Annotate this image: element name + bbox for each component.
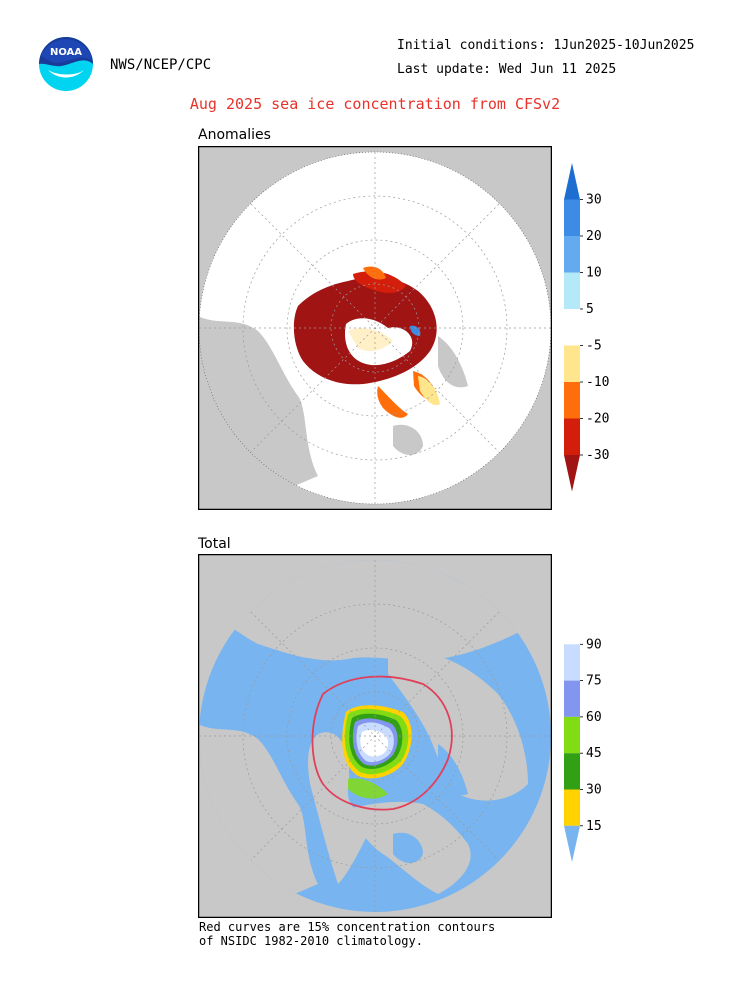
anomaly-light-yellow: [348, 328, 393, 352]
colorbar-label-anom-7: -30: [586, 448, 609, 463]
colorbar-label-total-3: 45: [586, 746, 602, 761]
colorbar-label-total-2: 60: [586, 710, 602, 725]
ice-white: [360, 729, 389, 757]
footer-line-2: of NSIDC 1982-2010 climatology.: [199, 934, 423, 948]
map-frame: [198, 146, 552, 510]
anomaly-orange-1: [363, 266, 386, 280]
anomaly-map: [198, 146, 552, 510]
anomaly-colorbar: 30 20 10 5 -5 -10 -20 -30: [564, 163, 609, 492]
footer-note: Red curves are 15% concentration contour…: [199, 920, 495, 948]
colorbar-bin-anom-0: [564, 163, 580, 200]
logo-text: NOAA: [50, 47, 82, 58]
colorbar-bin-total-3: [564, 716, 580, 754]
land-alaska: [438, 744, 468, 796]
colorbar-bin-anom-8: [564, 455, 580, 492]
chart-title: Aug 2025 sea ice concentration from CFSv…: [189, 95, 561, 113]
colorbar-label-anom-3: 5: [586, 302, 594, 317]
total-label: Total: [198, 536, 231, 552]
colorbar-label-anom-2: 10: [586, 266, 602, 281]
climatology-contour: [311, 675, 453, 811]
land-eurasia: [388, 651, 528, 801]
colorbar-label-anom-0: 30: [586, 193, 602, 208]
anomaly-yellow: [418, 376, 440, 406]
map-frame: [198, 554, 552, 918]
colorbar-label-total-5: 15: [586, 819, 602, 834]
anomaly-orange-2: [377, 386, 408, 418]
colorbar-label-anom-5: -10: [586, 375, 609, 390]
agency-label: NWS/NCEP/CPC: [110, 57, 212, 73]
graticule: [199, 560, 551, 912]
colorbar-bin-anom-7: [564, 418, 580, 455]
land-greenland: [308, 732, 373, 884]
colorbar-bin-anom-6: [564, 382, 580, 419]
ice-archipelago: [348, 778, 388, 799]
graticule: [199, 152, 551, 504]
colorbar-bin-total-6: [564, 825, 580, 863]
colorbar-label-total-4: 30: [586, 783, 602, 798]
initial-conditions: Initial conditions: 1Jun2025-10Jun2025: [397, 38, 695, 53]
colorbar-bin-anom-5: [564, 345, 580, 382]
land-europe: [228, 235, 298, 311]
colorbar-bin-total-0: [564, 608, 580, 645]
noaa-logo: NOAA: [39, 37, 93, 91]
anomalies-label: Anomalies: [198, 127, 271, 143]
land-hudson-bay: [393, 424, 423, 455]
colorbar-bin-anom-3: [564, 272, 580, 309]
colorbar-label-anom-6: -20: [586, 412, 609, 427]
land-eurasia: [388, 243, 528, 393]
colorbar-bin-total-2: [564, 680, 580, 717]
colorbar-label-total-1: 75: [586, 674, 602, 689]
total-map: [198, 554, 552, 918]
colorbar-label-anom-4: -5: [586, 339, 602, 354]
colorbar-bin-total-1: [564, 644, 580, 681]
total-colorbar: 90 75 60 45 30 15: [564, 608, 602, 863]
colorbar-bin-anom-2: [564, 236, 580, 273]
land-alaska: [438, 336, 468, 388]
anomaly-light-blue: [410, 325, 421, 336]
colorbar-bin-total-5: [564, 789, 580, 826]
last-update: Last update: Wed Jun 11 2025: [397, 62, 617, 77]
footer-line-1: Red curves are 15% concentration contour…: [199, 920, 496, 934]
land-hudson-bay: [393, 832, 423, 863]
colorbar-label-total-0: 90: [586, 637, 602, 652]
colorbar-bin-total-4: [564, 753, 580, 790]
colorbar-bin-anom-4: [564, 309, 580, 346]
colorbar-bin-anom-1: [564, 199, 580, 236]
colorbar-label-anom-1: 20: [586, 229, 602, 244]
